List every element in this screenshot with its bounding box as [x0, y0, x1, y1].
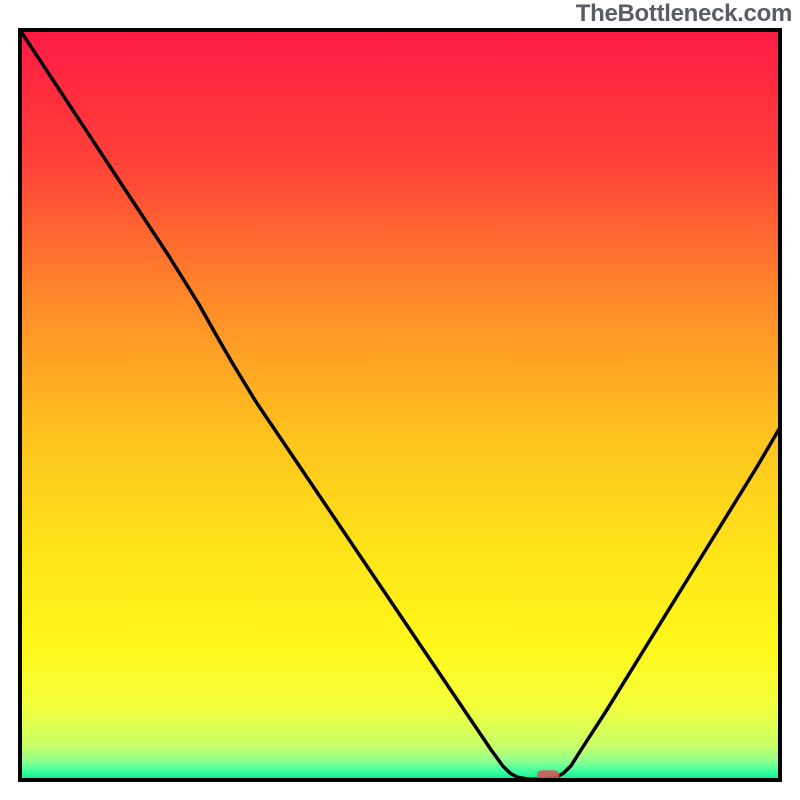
bottleneck-curve-chart	[0, 0, 800, 800]
chart-container: TheBottleneck.com	[0, 0, 800, 800]
gradient-background	[20, 30, 780, 780]
watermark-text: TheBottleneck.com	[576, 0, 792, 28]
